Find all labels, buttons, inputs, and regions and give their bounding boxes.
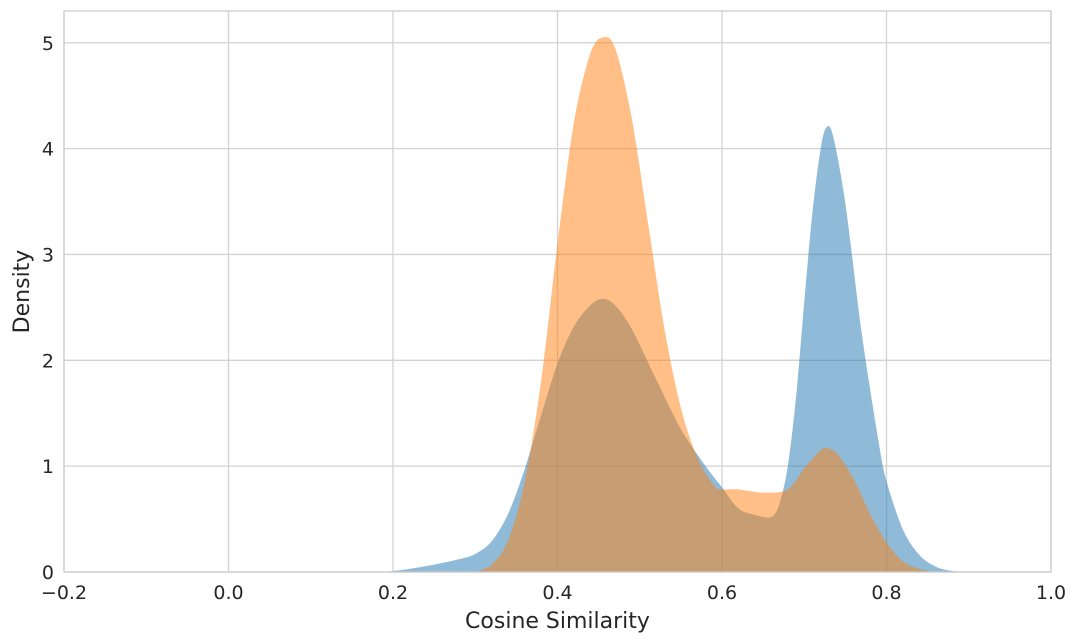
x-tick-label: 1.0	[1036, 582, 1066, 604]
x-tick-label: 0.6	[707, 582, 737, 604]
y-tick-label: 3	[42, 244, 54, 266]
x-tick-label: −0.2	[41, 582, 87, 604]
y-tick-label: 0	[42, 562, 54, 584]
y-tick-label: 4	[42, 139, 54, 161]
x-tick-label: 0.4	[542, 582, 572, 604]
x-axis-label: Cosine Similarity	[465, 609, 650, 634]
density-areas	[376, 36, 969, 573]
x-tick-label: 0.8	[871, 582, 901, 604]
y-tick-label: 5	[42, 33, 54, 55]
y-tick-label: 1	[42, 456, 54, 478]
y-axis-label: Density	[10, 250, 35, 334]
y-tick-label: 2	[42, 350, 54, 372]
plot-frame	[63, 10, 1052, 573]
y-tick-labels: 0 1 2 3 4 5	[42, 33, 54, 584]
density-area-series-2	[475, 36, 936, 573]
x-tick-label: 0.2	[378, 582, 408, 604]
x-tick-label: 0.0	[213, 582, 243, 604]
x-tick-labels: −0.2 0.0 0.2 0.4 0.6 0.8 1.0	[41, 582, 1066, 604]
